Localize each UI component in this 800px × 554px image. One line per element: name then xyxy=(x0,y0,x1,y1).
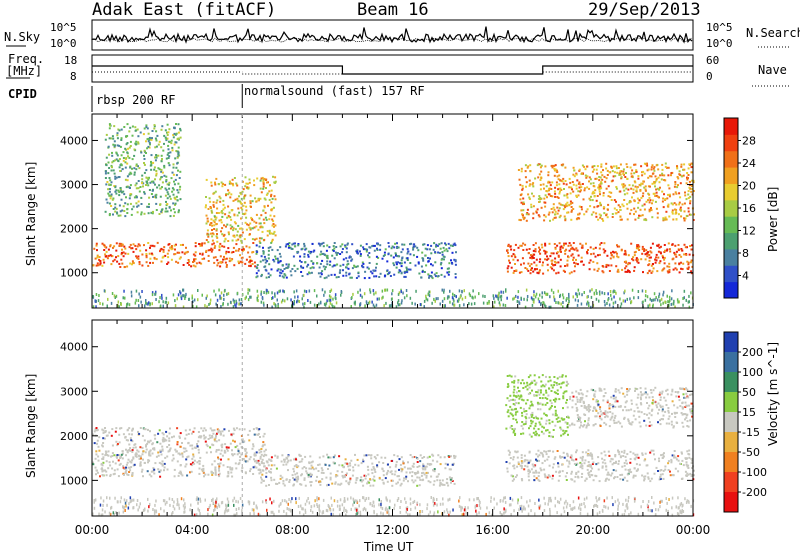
freq-label: Freq. xyxy=(8,52,45,66)
nave-tick-bottom: 0 xyxy=(706,70,713,83)
power-colorbar-swatch-2 xyxy=(724,248,738,266)
power-colorbar-tick-label-2: 12 xyxy=(742,225,756,238)
velocity-panel-band-0 xyxy=(92,427,269,478)
power-colorbar-swatch-9 xyxy=(724,134,738,152)
noise-left-tick-bottom: 10^0 xyxy=(50,37,77,50)
power-panel-band-1 xyxy=(204,175,277,244)
freq-tick-top: 18 xyxy=(64,54,78,67)
power-colorbar-swatch-8 xyxy=(724,150,738,168)
cpid-segment-2: normalsound (fast) 157 RF xyxy=(244,84,425,98)
x-tick-label-2: 08:00 xyxy=(275,523,310,537)
power-colorbar-swatch-6 xyxy=(724,183,738,201)
velocity-colorbar-tick-label-7: -200 xyxy=(742,486,767,499)
velocity-colorbar-tick-label-6: -100 xyxy=(742,466,767,479)
power-panel-band-5 xyxy=(517,162,695,222)
power-panel-band-0 xyxy=(92,241,257,269)
x-tick-label-6: 00:00 xyxy=(676,523,711,537)
velocity-colorbar-swatch-4 xyxy=(724,412,738,433)
x-tick-label-3: 12:00 xyxy=(375,523,410,537)
power-panel-ytick-label-3: 4000 xyxy=(60,134,88,147)
power-panel-band-3 xyxy=(255,241,457,280)
velocity-panel-ytick-label-2: 3000 xyxy=(60,385,88,398)
power-colorbar-tick-label-4: 20 xyxy=(742,180,756,193)
power-panel-band-2 xyxy=(104,123,182,218)
power-colorbar-swatch-5 xyxy=(724,199,738,217)
noise-left-tick-top: 10^5 xyxy=(50,21,77,34)
velocity-colorbar-swatch-5 xyxy=(724,432,738,453)
x-tick-label-0: 00:00 xyxy=(75,523,110,537)
velocity-panel-bg xyxy=(92,320,693,516)
x-tick-label-4: 16:00 xyxy=(475,523,510,537)
velocity-panel-band-4 xyxy=(568,386,694,429)
velocity-colorbar-swatch-2 xyxy=(724,372,738,393)
nsky-label: N.Sky xyxy=(4,30,41,44)
velocity-panel-near-range-scatter xyxy=(92,496,695,517)
velocity-colorbar-swatch-3 xyxy=(724,392,738,413)
velocity-colorbar-tick-label-4: -15 xyxy=(742,426,760,439)
cpid-segment-1: rbsp 200 RF xyxy=(96,93,176,107)
power-colorbar-swatch-10 xyxy=(724,118,738,135)
velocity-colorbar-swatch-7 xyxy=(724,472,738,493)
power-colorbar-tick-label-5: 24 xyxy=(742,157,756,170)
x-tick-label-1: 04:00 xyxy=(175,523,210,537)
date-title: 29/Sep/2013 xyxy=(588,0,701,20)
freq-panel-frame xyxy=(91,54,694,83)
velocity-panel-band-2 xyxy=(505,449,695,483)
velocity-colorbar-tick-label-2: 50 xyxy=(742,386,756,399)
velocity-panel-band-1 xyxy=(254,453,457,487)
velocity-panel-ytick-label-0: 1000 xyxy=(60,474,88,487)
noise-search-line xyxy=(91,37,693,43)
nsearch-label: N.Search xyxy=(746,26,800,40)
power-panel-ytick-label-1: 2000 xyxy=(60,223,88,236)
power-colorbar-swatch-3 xyxy=(724,232,738,250)
power-colorbar-tick-label-3: 16 xyxy=(742,202,756,215)
velocity-colorbar-tick-label-1: 100 xyxy=(742,366,763,379)
noise-right-tick-bottom: 10^0 xyxy=(706,37,733,50)
power-colorbar-tick-label-6: 28 xyxy=(742,135,756,148)
velocity-colorbar-tick-label-5: -50 xyxy=(742,446,760,459)
nave-line xyxy=(92,71,693,75)
power-colorbar-swatch-0 xyxy=(724,281,738,299)
x-tick-label-5: 20:00 xyxy=(576,523,611,537)
power-panel-ytick-label-0: 1000 xyxy=(60,267,88,280)
power-colorbar-tick-label-0: 4 xyxy=(742,270,749,283)
velocity-colorbar-swatch-1 xyxy=(724,352,738,373)
velocity-panel-ytick-label-3: 4000 xyxy=(60,341,88,354)
velocity-panel-ytick-label-1: 2000 xyxy=(60,430,88,443)
nave-tick-top: 60 xyxy=(706,54,720,67)
velocity-colorbar-tick-label-3: 15 xyxy=(742,406,756,419)
velocity-colorbar-tick-label-0: 200 xyxy=(742,346,763,359)
velocity-colorbar-frame xyxy=(723,331,739,513)
velocity-panel-band-3 xyxy=(505,374,570,438)
power-colorbar-swatch-7 xyxy=(724,167,738,184)
power-colorbar-swatch-4 xyxy=(724,216,738,234)
cpid-label: CPID xyxy=(8,87,37,101)
noise-panel-frame xyxy=(91,19,694,51)
noise-sky-line xyxy=(91,26,693,44)
freq-unit-label: [MHz] xyxy=(6,64,43,78)
x-axis-title: Time UT xyxy=(364,540,414,554)
freq-tick-bottom: 8 xyxy=(70,70,77,83)
power-colorbar-swatch-1 xyxy=(724,265,738,283)
power-panel-band-4 xyxy=(506,242,695,275)
velocity-colorbar-swatch-6 xyxy=(724,452,738,473)
velocity-colorbar-swatch-0 xyxy=(724,332,738,353)
noise-right-tick-top: 10^5 xyxy=(706,21,733,34)
radar-title: Adak East (fitACF) xyxy=(92,0,277,20)
power-colorbar-tick-label-1: 8 xyxy=(742,247,749,260)
freq-line xyxy=(92,65,693,75)
nave-label: Nave xyxy=(758,63,787,77)
power-panel-bg xyxy=(92,114,693,308)
power-panel-ytick-label-2: 3000 xyxy=(60,179,88,192)
beam-title: Beam 16 xyxy=(357,0,429,20)
velocity-colorbar-swatch-8 xyxy=(724,492,738,513)
